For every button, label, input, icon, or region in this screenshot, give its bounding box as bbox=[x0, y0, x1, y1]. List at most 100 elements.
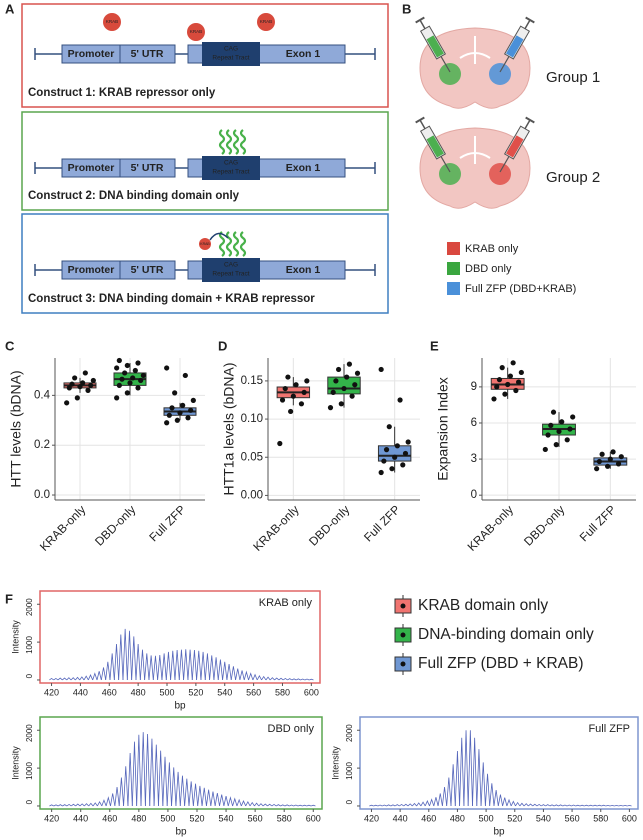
peak bbox=[459, 737, 465, 806]
peak bbox=[139, 649, 146, 680]
peak bbox=[373, 804, 379, 807]
peak bbox=[140, 732, 146, 806]
peak bbox=[75, 676, 81, 681]
peak bbox=[571, 804, 576, 807]
y-tick-label: 2000 bbox=[25, 598, 34, 616]
y-axis-label: Expansion Index bbox=[435, 377, 451, 481]
point bbox=[502, 391, 508, 397]
point bbox=[290, 393, 296, 399]
needle bbox=[440, 156, 451, 173]
syringe bbox=[499, 116, 535, 173]
utr bbox=[119, 44, 176, 64]
point bbox=[279, 397, 286, 403]
peak bbox=[254, 802, 260, 807]
point bbox=[383, 447, 390, 453]
peak bbox=[588, 804, 593, 807]
peak bbox=[127, 752, 133, 806]
group-label: Group 1 bbox=[546, 69, 600, 86]
peak bbox=[463, 730, 469, 806]
point bbox=[378, 366, 384, 373]
point bbox=[164, 365, 170, 371]
peak bbox=[506, 798, 512, 807]
cag-tract bbox=[202, 258, 260, 282]
plunger bbox=[419, 119, 426, 130]
spectrum-title: DBD only bbox=[268, 723, 315, 735]
point bbox=[333, 378, 339, 384]
peak bbox=[274, 677, 280, 681]
peak bbox=[394, 804, 400, 807]
repeat-label: Repeat Tract bbox=[212, 271, 249, 278]
barrel-fill bbox=[506, 135, 524, 158]
peak bbox=[219, 794, 225, 807]
point bbox=[182, 372, 188, 379]
peak bbox=[197, 785, 203, 807]
peak bbox=[549, 804, 555, 807]
point bbox=[185, 415, 191, 421]
peak bbox=[153, 744, 159, 806]
peak bbox=[70, 677, 76, 681]
peak bbox=[183, 649, 189, 680]
peak bbox=[262, 803, 268, 807]
point bbox=[499, 365, 505, 371]
peak bbox=[532, 803, 538, 807]
peak bbox=[126, 630, 133, 680]
y-tick-label: 2000 bbox=[345, 724, 354, 742]
point bbox=[135, 385, 141, 391]
peak bbox=[236, 798, 242, 807]
peak bbox=[214, 793, 220, 807]
peak bbox=[170, 650, 176, 681]
point bbox=[177, 410, 183, 416]
needle bbox=[499, 156, 510, 173]
point bbox=[122, 370, 128, 376]
dbd-finger bbox=[232, 231, 240, 257]
peak bbox=[210, 791, 216, 807]
peak bbox=[113, 643, 120, 680]
injection-left bbox=[439, 63, 461, 85]
point bbox=[513, 387, 519, 394]
peak bbox=[437, 793, 443, 807]
peak bbox=[240, 800, 247, 807]
cag-tract bbox=[202, 156, 260, 180]
krab-label: KRAB bbox=[190, 29, 202, 34]
peak bbox=[209, 655, 215, 681]
peak bbox=[597, 804, 602, 807]
spectrum-title: Full ZFP bbox=[588, 723, 630, 735]
peak bbox=[420, 801, 426, 807]
peak bbox=[579, 804, 585, 807]
peak bbox=[296, 678, 301, 681]
peak bbox=[309, 678, 314, 681]
y-tick-label: 1000 bbox=[25, 762, 34, 780]
x-tick-label: DBD-only bbox=[306, 502, 352, 548]
peak bbox=[118, 634, 124, 680]
peak bbox=[536, 803, 542, 807]
point bbox=[124, 390, 130, 396]
peak bbox=[300, 678, 306, 681]
point bbox=[140, 372, 146, 379]
point bbox=[349, 393, 355, 399]
barrel-fill bbox=[426, 35, 444, 58]
peak bbox=[441, 786, 448, 807]
point bbox=[74, 395, 80, 401]
promoter-label: Promoter bbox=[68, 264, 115, 276]
point bbox=[288, 408, 294, 415]
peak bbox=[293, 804, 299, 807]
point bbox=[80, 380, 86, 386]
point bbox=[114, 395, 120, 401]
point bbox=[164, 420, 170, 426]
plot-frame bbox=[359, 716, 639, 810]
point bbox=[327, 405, 334, 411]
point bbox=[610, 449, 616, 455]
point bbox=[381, 458, 387, 464]
point bbox=[119, 376, 125, 382]
point bbox=[90, 377, 96, 384]
construct-box bbox=[21, 111, 389, 211]
peak bbox=[390, 804, 396, 807]
point bbox=[550, 409, 557, 415]
peak bbox=[162, 756, 168, 806]
syringe bbox=[415, 116, 451, 173]
peak bbox=[191, 650, 197, 680]
cag-tract bbox=[202, 42, 260, 66]
peak bbox=[166, 762, 172, 806]
peak bbox=[416, 802, 422, 807]
dbd-finger bbox=[218, 129, 226, 155]
